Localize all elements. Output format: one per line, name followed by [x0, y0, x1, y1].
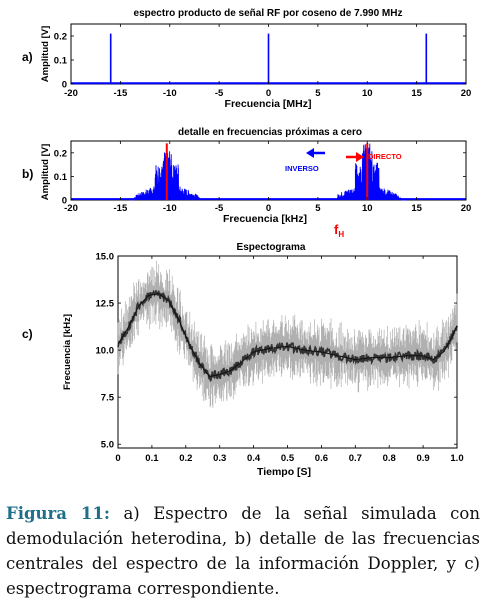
panel-a: a) espectro producto de señal RF por cos…: [22, 8, 471, 110]
directo-label: DIRECTO: [368, 152, 402, 161]
figure-caption: Figura 11: a) Espectro de la señal simul…: [6, 501, 480, 601]
chart-b-xtick-label: -15: [114, 203, 128, 214]
chart-a-xtick-label: -15: [114, 88, 128, 99]
chart-c-xtick-label: 0.3: [213, 453, 226, 464]
chart-c-xtick-label: 0.4: [247, 453, 261, 464]
chart-c-xtick-label: 0: [115, 453, 120, 464]
chart-b-xtick-label: -20: [64, 203, 78, 214]
figure-caption-text: a) Espectro de la señal simulada con dem…: [6, 504, 480, 598]
chart-a-xtick-label: 10: [362, 88, 373, 99]
chart-a-ytick-label: 0: [62, 80, 67, 91]
panel-label-a: a): [22, 50, 33, 64]
chart-c-xtick-label: 0.9: [416, 453, 429, 464]
chart-c-ytick-label: 12.5: [96, 299, 115, 310]
chart-c-xtick-label: 1.0: [450, 453, 463, 464]
chart-a-xtick-label: -20: [64, 88, 78, 99]
fh-main: f: [334, 222, 339, 237]
chart-c-ytick-label: 10.0: [96, 346, 115, 357]
chart-c-ylabel: Frecuencia [kHz]: [62, 314, 73, 390]
chart-c-xtick-label: 0.8: [383, 453, 396, 464]
chart-b-frame: [70, 140, 467, 201]
chart-a-xtick-label: -10: [163, 88, 177, 99]
chart-a-ytick-label: 0.1: [54, 56, 68, 67]
chart-c-xtick-label: 0.2: [179, 453, 192, 464]
chart-c-ytick-label: 7.5: [101, 393, 115, 404]
chart-c-xtick-label: 0.5: [281, 453, 295, 464]
chart-b-ytick-label: 0: [62, 196, 67, 207]
chart-c-xtick-label: 0.7: [349, 453, 362, 464]
chart-b-xtick-label: 5: [315, 203, 321, 214]
chart-b-xtick-label: -5: [215, 203, 224, 214]
chart-c-trace: [117, 289, 458, 383]
chart-c-mean-line: [117, 293, 458, 378]
chart-c-xtick-label: 0.6: [315, 453, 328, 464]
chart-b-xtick-label: 10: [362, 203, 373, 214]
chart-a-xtick-label: 0: [266, 88, 271, 99]
chart-c-title: Espectograma: [237, 242, 306, 253]
directo-arrow: [346, 152, 364, 162]
chart-b-band: [337, 143, 407, 201]
fh-label: fH: [334, 222, 344, 239]
chart-b-xtick-label: 15: [411, 203, 422, 214]
chart-b-title: detalle en frecuencias próximas a cero: [178, 127, 362, 138]
panel-label-b: b): [22, 167, 33, 181]
inverso-label: INVERSO: [285, 164, 319, 173]
chart-c-ytick-label: 5.0: [101, 440, 114, 451]
chart-a-xtick-label: -5: [215, 88, 224, 99]
chart-c-ytick-label: 15.0: [96, 252, 115, 263]
chart-a-ylabel: Amplitud [V]: [40, 26, 51, 82]
chart-b-xtick-label: 20: [461, 203, 472, 214]
panel-c: c) Espectograma 0 0.1 0.2 0.3 0.4 0.5 0.6 0.7 0.…: [22, 242, 464, 478]
chart-b-xlabel: Frecuencia [kHz]: [223, 213, 307, 225]
chart-b-ylabel: Amplitud [V]: [40, 144, 51, 200]
chart-a-xtick-label: 20: [461, 88, 472, 99]
chart-b-band: [130, 150, 200, 201]
chart-a-title: espectro producto de señal RF por coseno…: [134, 8, 403, 19]
chart-a-xlabel: Frecuencia [MHz]: [225, 98, 312, 110]
fh-subscript: H: [338, 230, 344, 239]
chart-c-xtick-label: 0.1: [145, 453, 159, 464]
chart-a-xtick-label: 15: [411, 88, 422, 99]
chart-b-xtick-label: 0: [266, 203, 271, 214]
chart-b-ytick-label: 0.1: [54, 172, 68, 183]
panel-label-c: c): [22, 327, 33, 341]
panel-b: b) detalle en frecuencias próximas a cer…: [22, 127, 471, 239]
chart-c-xlabel: Tiempo [S]: [257, 466, 311, 478]
chart-b-ytick-label: 0.2: [54, 148, 67, 159]
chart-a-xtick-label: 5: [315, 88, 321, 99]
inverso-arrow: [306, 148, 325, 158]
chart-b-xtick-label: -10: [163, 203, 177, 214]
figure-caption-label: Figura 11:: [6, 504, 110, 523]
figure: a) espectro producto de señal RF por cos…: [22, 8, 471, 478]
chart-a-ytick-label: 0.2: [54, 32, 67, 43]
